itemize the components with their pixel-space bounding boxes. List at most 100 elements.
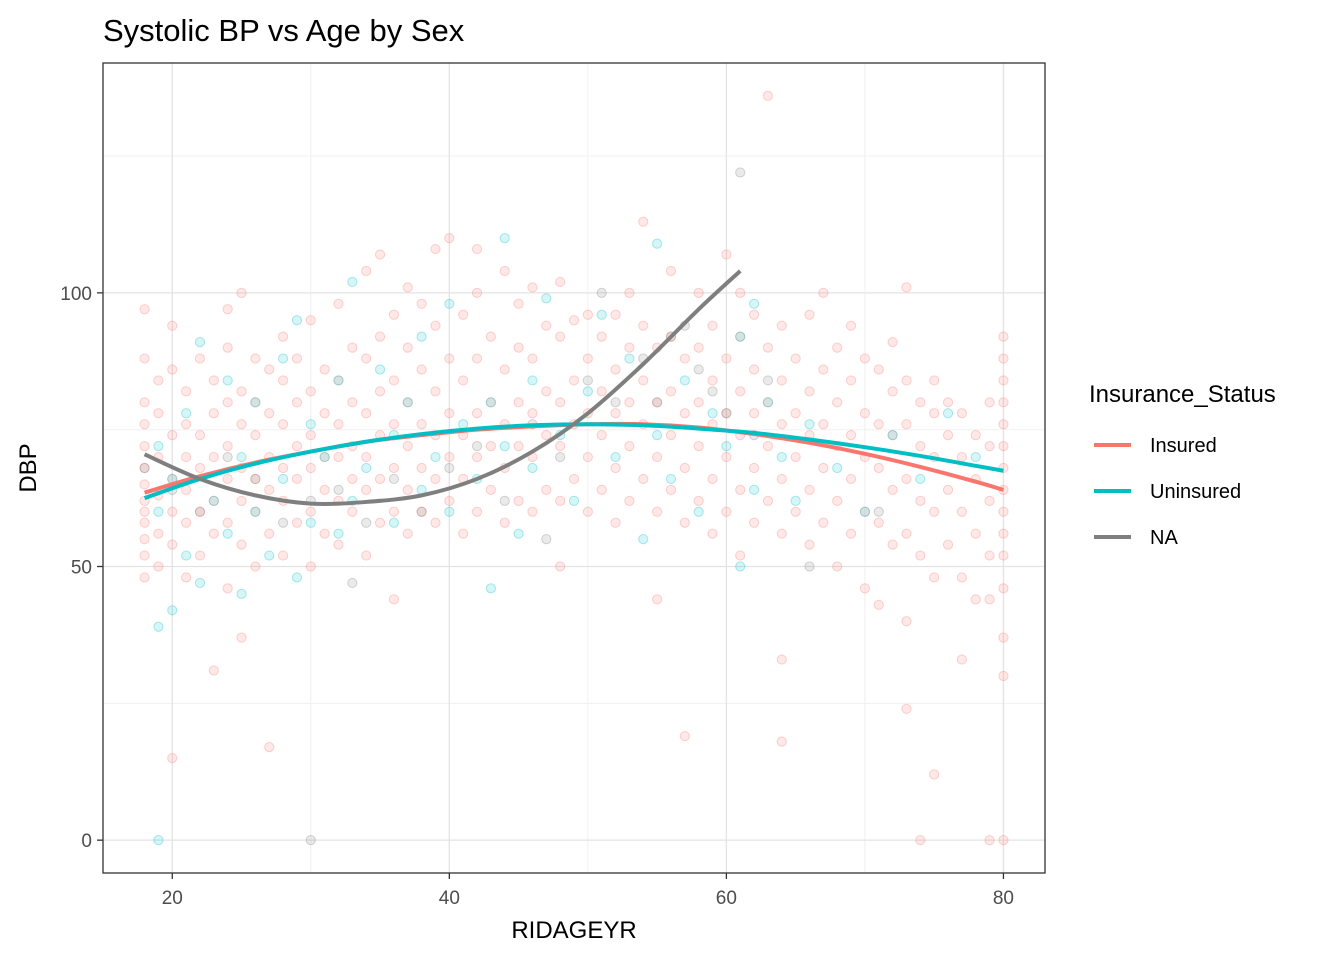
data-point-uninsured [388,517,400,528]
data-point-insured [208,528,219,539]
data-point-insured [901,703,912,714]
data-point-na [652,397,663,408]
data-point-uninsured [444,298,455,309]
data-point-insured [222,473,233,485]
data-point-insured [471,353,483,364]
data-point-uninsured [790,495,801,506]
data-point-insured [887,484,898,495]
data-point-insured [499,517,510,528]
data-point-uninsured [748,484,760,495]
data-point-insured [818,517,829,528]
data-point-insured [568,375,580,386]
data-point-insured [568,473,580,485]
data-point-insured [735,386,746,397]
data-point-insured [374,386,386,397]
data-point-uninsured [291,572,303,583]
data-point-insured [638,473,649,485]
data-point-insured [181,419,192,430]
data-point-insured [984,835,995,846]
data-point-insured [776,473,787,485]
data-point-insured [250,506,261,517]
data-point-insured [347,342,358,353]
data-point-insured [430,320,441,331]
data-point-insured [139,550,150,561]
data-point-insured [998,331,1009,342]
data-point-uninsured [194,577,206,589]
data-point-insured [665,430,677,441]
data-point-insured [859,408,871,419]
data-point-insured [458,528,469,539]
data-point-insured [915,495,926,506]
data-point-insured [416,506,427,517]
data-point-insured [305,315,316,326]
data-point-insured [721,506,732,517]
data-point-uninsured [181,550,192,561]
data-point-insured [873,517,884,528]
data-point-insured [845,528,857,539]
y-axis-ticks: 0 50 100 [60,284,103,852]
data-point-insured [638,216,649,227]
data-point-insured [596,331,607,342]
data-point-na [693,364,704,375]
data-point-insured [388,309,400,320]
data-point-insured [582,506,593,517]
data-point-insured [665,386,677,397]
data-point-insured [402,441,413,452]
data-point-insured [264,528,275,539]
data-point-na [194,506,206,517]
data-point-uninsured [458,419,469,430]
data-point-insured [499,265,510,277]
data-point-na [721,408,732,419]
grid-major [103,63,1045,873]
data-point-insured [305,386,316,397]
data-point-insured [887,430,898,441]
data-point-insured [818,419,829,430]
data-point-insured [707,528,718,539]
data-point-insured [832,342,843,353]
data-point-insured [748,408,760,419]
data-point-insured [818,364,829,375]
data-point-uninsured [527,462,538,474]
data-point-insured [707,375,718,386]
data-point-insured [430,243,441,255]
data-point-insured [208,495,219,506]
data-point-insured [222,583,233,594]
data-point-insured [735,484,746,495]
data-point-insured [250,561,261,572]
data-point-insured [167,430,178,441]
data-point-insured [333,419,344,430]
data-point-insured [361,265,372,277]
data-point-insured [776,528,787,539]
data-point-uninsured [735,561,746,572]
x-tick-label: 40 [439,888,460,909]
x-axis-title: RIDAGEYR [511,917,636,944]
data-point-insured [139,534,150,545]
data-point-uninsured [402,397,413,408]
data-point-insured [915,441,926,452]
y-tick-label: 50 [71,558,92,579]
data-point-insured [319,408,330,419]
data-point-insured [194,430,206,441]
data-point-uninsured [679,375,690,386]
data-point-uninsured [305,419,316,430]
data-point-insured [762,90,774,101]
grid-minor [103,63,1045,873]
data-point-insured [319,364,330,375]
data-point-insured [915,835,926,846]
legend-label-uninsured: Uninsured [1150,481,1241,503]
data-point-insured [333,451,344,463]
data-point-insured [624,397,635,408]
data-point-insured [333,375,344,386]
data-point-insured [513,342,524,353]
data-point-insured [707,473,718,485]
data-point-insured [638,320,649,331]
data-point-insured [250,353,261,364]
data-point-insured [804,386,815,397]
x-tick-label: 80 [993,888,1014,909]
data-point-insured [596,484,607,495]
data-point-insured [610,309,621,320]
data-point-insured [845,430,857,441]
data-point-insured [624,441,635,452]
x-axis-ticks: 20 40 60 80 [162,873,1014,909]
data-point-insured [388,462,400,474]
